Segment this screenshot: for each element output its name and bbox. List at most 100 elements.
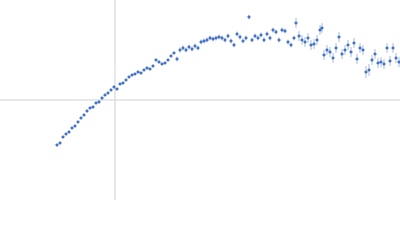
point [312,42,316,46]
point [88,106,92,110]
point [373,52,377,56]
point [331,56,335,60]
point [340,52,344,56]
point [76,120,80,124]
point [193,44,197,48]
point [262,38,266,42]
point [289,43,293,47]
point [328,50,332,54]
point [271,28,275,32]
point [112,85,116,89]
point [286,40,290,44]
point [241,39,245,43]
point [367,68,371,72]
point [322,53,326,57]
point [79,116,83,120]
point [361,48,365,52]
point [265,32,269,36]
point [109,88,113,92]
point [82,113,86,117]
point [214,36,218,40]
point [91,105,95,109]
point [217,35,221,39]
point [97,100,101,104]
point [136,70,140,74]
point [64,132,68,136]
point [103,93,107,97]
point [259,33,263,37]
point [303,40,307,44]
point [172,51,176,55]
point [370,58,374,62]
point [274,30,278,34]
point [306,36,310,40]
point [157,60,161,64]
point [196,46,200,50]
point [382,62,386,66]
point [121,81,125,85]
point [388,59,392,63]
point [253,34,257,38]
point [346,43,350,47]
point [297,34,301,38]
point [318,28,322,32]
point [315,38,319,42]
point [235,32,239,36]
point [94,101,98,105]
point [151,64,155,68]
point [139,71,143,75]
point [320,26,324,30]
point [202,39,206,43]
point [268,36,272,40]
point [352,41,356,45]
point [379,60,383,64]
point [232,43,236,47]
point [277,38,281,42]
point [343,48,347,52]
point [175,57,179,61]
point [145,66,149,70]
point [106,91,110,95]
point [118,82,122,86]
point [385,46,389,50]
point [238,35,242,39]
point [73,124,77,128]
point [178,48,182,52]
point [349,50,353,54]
point [148,67,152,71]
point [85,109,89,113]
point [280,28,284,32]
point [220,36,224,40]
point [70,126,74,130]
point [337,35,341,39]
point [199,40,203,44]
point [247,15,251,19]
point [181,46,185,50]
point [187,45,191,49]
point [364,70,368,74]
point [115,87,119,91]
point [244,36,248,40]
point [309,43,313,47]
point [391,46,395,50]
point [292,36,296,40]
point [190,47,194,51]
point [169,54,173,58]
point [397,60,400,64]
point [211,37,215,41]
point [133,72,137,76]
point [130,73,134,77]
point [226,34,230,38]
point [250,38,254,42]
point [205,38,209,42]
point [163,61,167,65]
point [294,21,298,25]
point [394,56,398,60]
point [166,58,170,62]
point [61,135,65,139]
point [300,38,304,42]
point [100,96,104,100]
point [223,38,227,42]
point [154,58,158,62]
point [229,39,233,43]
